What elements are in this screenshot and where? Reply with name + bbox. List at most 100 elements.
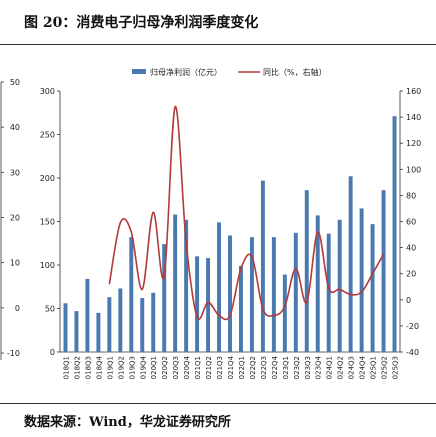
left-axis: 0 50 100 150 200 250 300: [40, 87, 400, 357]
far-left-tick-label: 30: [10, 168, 20, 177]
bar: [293, 232, 298, 352]
bar: [228, 235, 232, 352]
x-tick-label: 2021Q1: [194, 356, 202, 380]
x-tick-label: 2023Q3: [304, 356, 312, 380]
bar: [195, 256, 200, 352]
left-tick-label: 0: [50, 348, 55, 357]
bar: [151, 292, 156, 352]
far-left-tick-label: 20: [10, 214, 20, 223]
legend: 归母净利润（亿元） 同比（%，右轴）: [132, 67, 327, 77]
right-tick-label: -40: [406, 348, 419, 357]
x-tick-label: 2018Q2: [73, 356, 81, 380]
x-tick-label: 2018Q3: [84, 356, 92, 380]
x-tick-label: 2021Q2: [205, 356, 213, 380]
source-note: 数据来源：Wind，华龙证券研究所: [24, 415, 231, 430]
x-axis-labels: 2018Q1 2018Q2 2018Q3 2018Q4 2019Q1 2019Q2 2019…: [62, 355, 399, 380]
right-tick-label: 40: [406, 244, 416, 253]
x-tick-label: 2024Q1: [326, 356, 334, 380]
right-tick-label: 160: [406, 87, 421, 96]
x-tick-label: 2022Q1: [238, 356, 246, 380]
left-tick-label: 200: [40, 174, 55, 183]
far-left-tick-label: 50: [10, 78, 20, 87]
bar: [304, 190, 309, 352]
x-tick-label: 2018Q4: [95, 355, 103, 380]
legend-label-line: 同比（%，右轴）: [263, 67, 327, 77]
far-left-tick-label: 10: [10, 259, 20, 268]
right-tick-label: 100: [406, 165, 421, 174]
left-tick-label: 50: [45, 305, 55, 314]
right-tick-label: 20: [406, 270, 416, 279]
x-tick-label: 2022Q2: [249, 356, 257, 380]
bar: [348, 176, 353, 352]
bar: [162, 244, 167, 352]
bar: [74, 311, 79, 352]
x-tick-label: 2018Q1: [62, 356, 70, 380]
x-tick-label: 2024Q3: [348, 356, 356, 380]
bar: [184, 219, 189, 352]
x-tick-label: 2025Q1: [370, 356, 378, 380]
x-tick-label: 2019Q4: [139, 355, 147, 380]
far-left-tick-label: -10: [7, 349, 20, 358]
x-tick-label: 2023Q2: [293, 356, 301, 380]
bar: [63, 303, 68, 352]
x-tick-label: 2024Q2: [337, 356, 345, 380]
x-tick-label: 2022Q3: [260, 356, 268, 380]
x-tick-label: 2024Q4: [359, 355, 367, 380]
bar: [326, 233, 331, 352]
x-tick-label: 2025Q2: [381, 356, 389, 380]
bar: [206, 258, 211, 352]
line-series: [108, 105, 385, 321]
right-tick-label: 0: [406, 296, 411, 305]
left-tick-label: 100: [40, 261, 55, 270]
right-tick-label: 80: [406, 191, 416, 200]
bar: [217, 222, 222, 352]
source-rule: [0, 403, 436, 404]
bar: [140, 298, 145, 352]
title-rule: [0, 44, 436, 45]
legend-label-bar: 归母净利润（亿元）: [150, 67, 222, 77]
far-left-tick-label: 0: [15, 304, 20, 313]
x-tick-label: 2021Q4: [227, 355, 235, 380]
x-tick-label: 2025Q3: [392, 356, 400, 380]
bar: [392, 116, 397, 352]
bar: [107, 297, 112, 352]
bar: [85, 278, 90, 352]
right-tick-label: 60: [406, 218, 416, 227]
bar: [271, 237, 276, 352]
left-tick-label: 250: [40, 131, 55, 140]
bar: [96, 312, 101, 352]
bar: [381, 190, 386, 352]
left-tick-label: 300: [40, 87, 55, 96]
bar-series: [63, 116, 397, 352]
left-tick-label: 150: [40, 218, 55, 227]
bar: [173, 214, 178, 352]
x-tick-label: 2019Q1: [106, 356, 114, 380]
figure-title: 图 20：消费电子归母净利润季度变化: [24, 15, 259, 31]
x-tick-label: 2020Q2: [161, 356, 169, 380]
x-tick-label: 2020Q1: [150, 356, 158, 380]
yoy-line: [108, 105, 385, 321]
x-tick-label: 2021Q3: [216, 356, 224, 380]
x-tick-label: 2022Q4: [271, 355, 279, 380]
bar: [129, 237, 134, 352]
bar: [238, 265, 243, 352]
x-tick-label: 2023Q1: [282, 356, 290, 380]
right-tick-label: 120: [406, 139, 421, 148]
x-tick-label: 2020Q4: [183, 355, 191, 380]
far-left-tick-label: 40: [10, 123, 20, 132]
x-tick-label: 2019Q2: [117, 356, 125, 380]
right-axis: -40 -20 0 20 40 60 80 100 120 140 160: [399, 87, 421, 357]
x-tick-label: 2023Q4: [315, 355, 323, 380]
x-tick-label: 2020Q3: [172, 356, 180, 380]
bar: [249, 237, 254, 352]
bar: [118, 288, 123, 352]
bar: [260, 180, 265, 352]
bar: [282, 274, 287, 352]
far-left-axis: -10 0 10 20 30 40 50: [0, 78, 20, 360]
legend-swatch-bar: [132, 69, 146, 74]
right-tick-label: 140: [406, 113, 421, 122]
bar: [315, 215, 320, 352]
x-tick-label: 2019Q3: [128, 356, 136, 380]
bar: [370, 224, 375, 352]
